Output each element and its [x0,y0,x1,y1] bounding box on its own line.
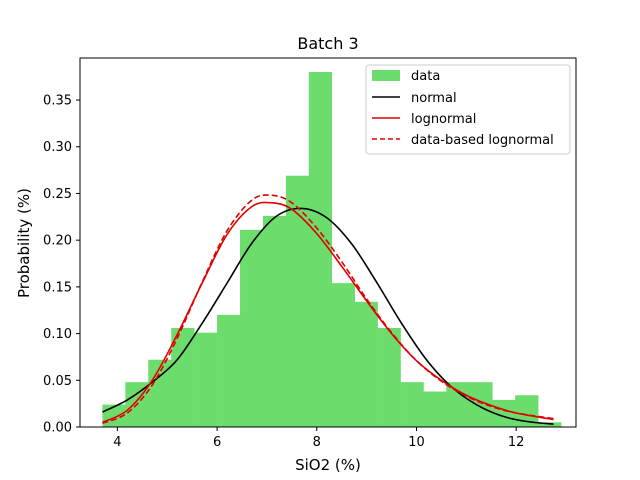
histogram-bar [538,422,562,427]
legend-box [365,64,571,155]
legend-label-normal: normal [411,91,457,106]
histogram-bar [217,314,241,427]
histogram-bar [262,215,287,427]
y-tick-label: 0.20 [43,234,72,249]
histogram-bar [308,72,333,427]
plot-frame [79,57,577,428]
legend-label-data: data [411,69,440,84]
histogram-bar [469,382,493,427]
y-tick-label: 0.15 [43,280,72,295]
y-tick-label: 0.10 [43,327,72,342]
chart-title: Batch 3 [297,34,358,53]
x-tick-label: 6 [213,435,221,450]
histogram-bar [285,175,310,427]
curve-lognormal [102,201,554,424]
x-tick-label: 8 [313,435,321,450]
y-tick-label: 0.05 [43,374,72,389]
x-axis-label: SiO2 (%) [295,456,361,474]
x-tick-label: 4 [113,435,121,450]
legend-label-lognormal: lognormal [411,112,476,127]
y-tick-label: 0.00 [43,421,72,436]
histogram-bar [377,327,401,427]
fit-curves [102,194,554,425]
curve-normal [102,207,554,425]
histogram-bar [331,283,355,427]
histogram-bar [423,391,447,427]
y-tick-label: 0.30 [43,140,72,155]
y-axis-label: Probability (%) [15,188,33,298]
y-tick-label: 0.25 [43,187,72,202]
histogram-bar [194,332,218,427]
histogram-bar [171,327,195,427]
histogram-bar [515,395,539,427]
y-tick-label: 0.35 [43,94,72,109]
x-tick-label: 10 [408,435,425,450]
x-tick-label: 12 [508,435,525,450]
histogram-bar [492,399,516,427]
curve-data-based-lognormal [102,194,554,425]
histogram-bar [446,382,470,427]
legend-label-data-based-lognormal: data-based lognormal [411,133,554,148]
legend: data normal lognormal data-based lognorm… [365,64,571,155]
histogram-bar [400,382,424,427]
histogram-bars [102,72,562,427]
histogram-bar [354,301,378,427]
legend-swatch-data [372,70,400,81]
axes: 4 6 8 10 12 0.00 0.05 0.10 0.15 0.20 0.25 0.30 0.35 [43,57,577,450]
histogram-bar [240,229,264,427]
